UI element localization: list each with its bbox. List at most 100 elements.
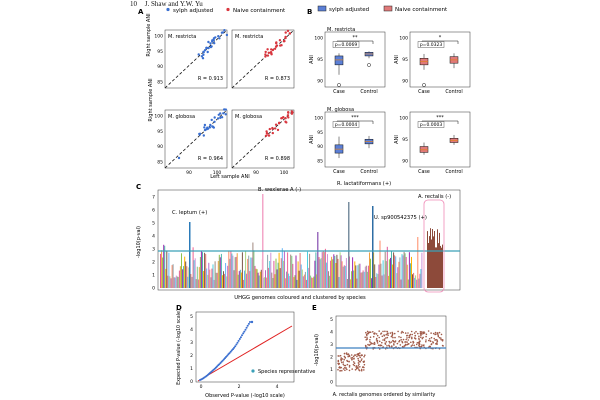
manhattan-bar — [420, 269, 422, 288]
e-point — [421, 337, 424, 340]
manhattan-bar — [397, 267, 399, 288]
e-point — [359, 366, 361, 368]
manhattan-bar — [363, 271, 365, 288]
legend-naive-marker — [226, 7, 230, 12]
panel-b-subplot-frame — [409, 111, 471, 168]
annot-u-sp: U. sp900542375 (+) — [374, 215, 427, 221]
qq-point — [249, 321, 251, 323]
manhattan-bar — [403, 251, 405, 288]
panel-a-ytick: 95 — [157, 129, 163, 135]
e-point — [344, 369, 346, 372]
e-point — [337, 368, 339, 371]
manhattan-bar — [427, 231, 428, 288]
panel-c-label: C — [136, 183, 141, 191]
scatter-point — [207, 40, 210, 44]
scatter-point — [282, 116, 285, 119]
manhattan-bar — [352, 257, 354, 288]
p-value-box — [332, 41, 360, 48]
p-value: p=0.0323 — [420, 42, 443, 48]
e-point — [402, 338, 405, 341]
panel-a-xtick: 100 — [280, 170, 289, 176]
manhattan-bar — [322, 251, 324, 288]
scatter-point — [265, 130, 268, 133]
panel-a-subplot-frame — [164, 109, 228, 169]
p-value-box — [332, 121, 360, 128]
manhattan-bar — [220, 253, 222, 288]
manhattan-bar — [421, 252, 423, 288]
panel-d-ytick: 3 — [190, 340, 193, 346]
manhattan-bar — [354, 261, 356, 288]
manhattan-bar — [251, 257, 253, 288]
manhattan-bar — [430, 228, 431, 288]
manhattan-bar — [178, 270, 180, 288]
scatter-point — [213, 42, 216, 45]
panel-b-ytick: 90 — [317, 144, 323, 150]
scatter-point — [264, 134, 268, 137]
e-point — [415, 343, 418, 346]
legend-sylph-marker — [166, 7, 170, 12]
manhattan-bar — [362, 270, 364, 288]
manhattan-bar — [198, 267, 200, 288]
e-point — [350, 357, 352, 359]
e-point — [390, 335, 393, 338]
e-point — [380, 344, 383, 347]
manhattan-bar — [277, 262, 279, 288]
e-point — [343, 367, 346, 369]
e-point — [423, 344, 425, 346]
manhattan-bar — [259, 271, 261, 288]
e-point — [394, 341, 396, 343]
qq-point — [238, 338, 241, 340]
manhattan-bar — [268, 267, 270, 288]
manhattan-bar — [194, 258, 196, 288]
manhattan-bar — [359, 263, 361, 288]
manhattan-bar — [345, 258, 347, 288]
manhattan-bar — [203, 271, 205, 288]
manhattan-bar — [171, 265, 173, 288]
e-point — [401, 330, 403, 333]
e-point — [401, 345, 404, 348]
manhattan-bar — [214, 261, 216, 288]
e-point — [368, 344, 371, 347]
identity-line — [231, 109, 295, 169]
e-point — [366, 330, 369, 333]
box-outlier — [337, 83, 341, 87]
e-point — [434, 331, 437, 334]
scatter-point — [286, 114, 290, 117]
manhattan-bar — [405, 257, 407, 288]
manhattan-bar — [330, 260, 332, 288]
manhattan-bar — [440, 245, 441, 288]
qq-point — [244, 328, 247, 331]
manhattan-bar — [406, 264, 408, 288]
manhattan-bar — [275, 258, 277, 288]
e-point — [407, 339, 410, 341]
manhattan-bar — [324, 248, 326, 288]
manhattan-bar — [309, 253, 311, 288]
manhattan-peak — [262, 194, 264, 288]
manhattan-bar — [428, 243, 429, 288]
manhattan-bar — [376, 273, 378, 288]
legend-sylph-swatch — [317, 5, 327, 12]
manhattan-bar — [291, 255, 293, 288]
manhattan-bar — [174, 277, 176, 288]
scatter-point — [222, 112, 225, 115]
significance-stars: *** — [351, 115, 359, 121]
manhattan-bar — [441, 247, 442, 288]
manhattan-bar — [341, 261, 343, 288]
e-point — [407, 332, 409, 334]
legend-b-sylph: sylph adjusted — [329, 7, 369, 13]
manhattan-bar — [308, 267, 310, 288]
e-point — [404, 341, 406, 343]
scatter-point — [219, 112, 222, 115]
e-point — [413, 337, 416, 339]
e-point — [359, 356, 362, 359]
e-point — [406, 341, 408, 343]
panel-c: C -log10(p-val) UHGG genomes coloured an… — [136, 181, 461, 301]
e-point — [367, 332, 370, 334]
e-point — [411, 344, 414, 346]
panel-d-xtick: 2 — [238, 384, 241, 390]
e-point — [406, 343, 409, 346]
scatter-point — [223, 29, 226, 32]
scatter-point — [209, 42, 212, 45]
scatter-point — [269, 51, 273, 54]
e-point — [354, 369, 357, 371]
